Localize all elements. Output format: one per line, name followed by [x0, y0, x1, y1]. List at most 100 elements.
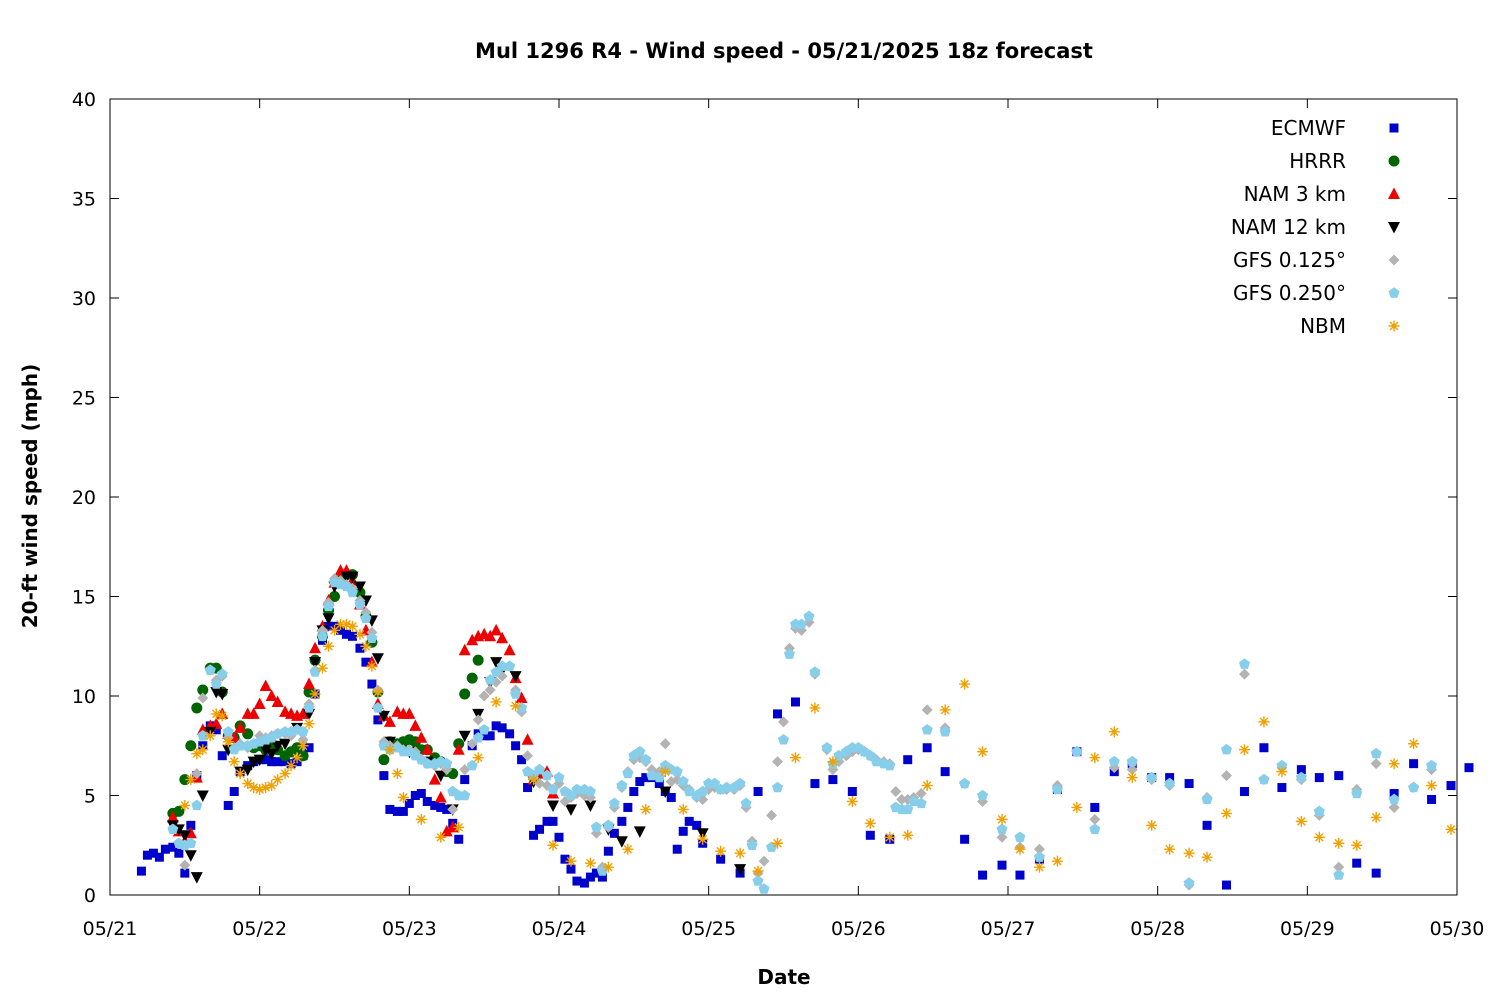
data-point [280, 757, 290, 767]
data-point [547, 783, 559, 795]
data-point [622, 843, 634, 855]
data-point [404, 798, 414, 808]
data-point [996, 831, 1008, 843]
data-point [528, 774, 540, 786]
data-point [1089, 823, 1101, 835]
data-point [1333, 861, 1345, 873]
data-point [303, 718, 315, 730]
data-point [174, 848, 184, 858]
data-point [821, 741, 833, 753]
data-point [466, 759, 478, 771]
data-point [677, 775, 689, 787]
data-point [566, 864, 576, 874]
data-point [490, 623, 503, 636]
data-point [584, 857, 596, 869]
data-point [271, 740, 284, 753]
data-point [265, 748, 278, 761]
data-point [309, 688, 321, 700]
data-point [640, 753, 652, 765]
data-point [789, 752, 801, 764]
data-point [1071, 745, 1083, 757]
data-point [223, 800, 233, 810]
data-point [1276, 759, 1288, 771]
data-point [1313, 805, 1325, 817]
data-point [317, 662, 329, 674]
data-point [902, 829, 914, 841]
data-point [548, 816, 558, 826]
x-tick-label: 05/25 [681, 918, 736, 940]
data-point [1426, 759, 1438, 771]
data-point [959, 678, 971, 690]
data-point [323, 600, 335, 612]
data-point [454, 834, 464, 844]
legend: ECMWF HRRR NAM 3 km NAM 12 km GFS 0.125° GFS … [1231, 116, 1400, 338]
legend-label: ECMWF [1271, 116, 1346, 140]
x-tick-label: 05/29 [1280, 918, 1335, 940]
data-point [510, 688, 522, 699]
data-point [247, 707, 260, 719]
data-point [766, 841, 778, 852]
data-point [271, 695, 284, 707]
data-point [410, 791, 420, 800]
legend-marker [1389, 123, 1399, 133]
data-point [721, 781, 733, 793]
data-point [398, 806, 408, 816]
data-point [641, 773, 651, 783]
data-point [367, 679, 377, 689]
data-point [1165, 773, 1175, 783]
data-point [633, 826, 646, 838]
data-point [361, 657, 371, 667]
data-point [430, 800, 440, 810]
data-point [371, 653, 384, 665]
data-point [261, 755, 271, 765]
data-point [384, 744, 396, 756]
data-point [541, 769, 553, 781]
data-point [458, 643, 471, 656]
data-point [459, 764, 471, 776]
axis-ticks: 0 5 10 15 20 25 30 35 40 05/21 05/22 05/23 05/24 05/2… [72, 89, 1485, 940]
data-point [191, 702, 203, 714]
data-point [436, 802, 446, 812]
data-point [515, 691, 528, 703]
data-point [564, 804, 577, 816]
data-point [459, 688, 471, 700]
data-point [229, 787, 239, 797]
data-point [421, 757, 433, 769]
data-point [659, 738, 671, 750]
data-point [766, 809, 778, 821]
data-point [378, 754, 390, 766]
data-point [285, 760, 297, 772]
data-point [571, 783, 583, 795]
data-point [864, 749, 876, 761]
data-point [510, 700, 522, 712]
data-point [355, 643, 365, 653]
data-point [1351, 787, 1363, 799]
y-tick-label: 20 [72, 487, 96, 509]
data-point [353, 581, 366, 594]
data-point [1238, 668, 1250, 680]
legend-marker [1388, 254, 1400, 266]
data-point [291, 742, 303, 754]
data-point [535, 824, 545, 834]
data-point [472, 752, 484, 764]
data-point [1108, 755, 1120, 767]
x-tick-label: 05/21 [83, 918, 138, 940]
data-point [1183, 847, 1195, 859]
data-point [521, 733, 534, 745]
data-point [490, 657, 503, 669]
data-point [846, 795, 858, 807]
data-point [197, 744, 209, 756]
data-point [1051, 855, 1063, 867]
data-point [228, 756, 240, 768]
data-point [565, 855, 577, 867]
data-point [484, 684, 496, 696]
data-point [1258, 773, 1270, 785]
data-point [496, 660, 508, 671]
y-tick-label: 15 [72, 587, 96, 609]
data-point [752, 875, 764, 886]
data-point [335, 625, 345, 635]
data-point [684, 816, 694, 826]
data-point [634, 745, 646, 757]
data-point [783, 648, 795, 659]
data-point [1183, 877, 1195, 888]
